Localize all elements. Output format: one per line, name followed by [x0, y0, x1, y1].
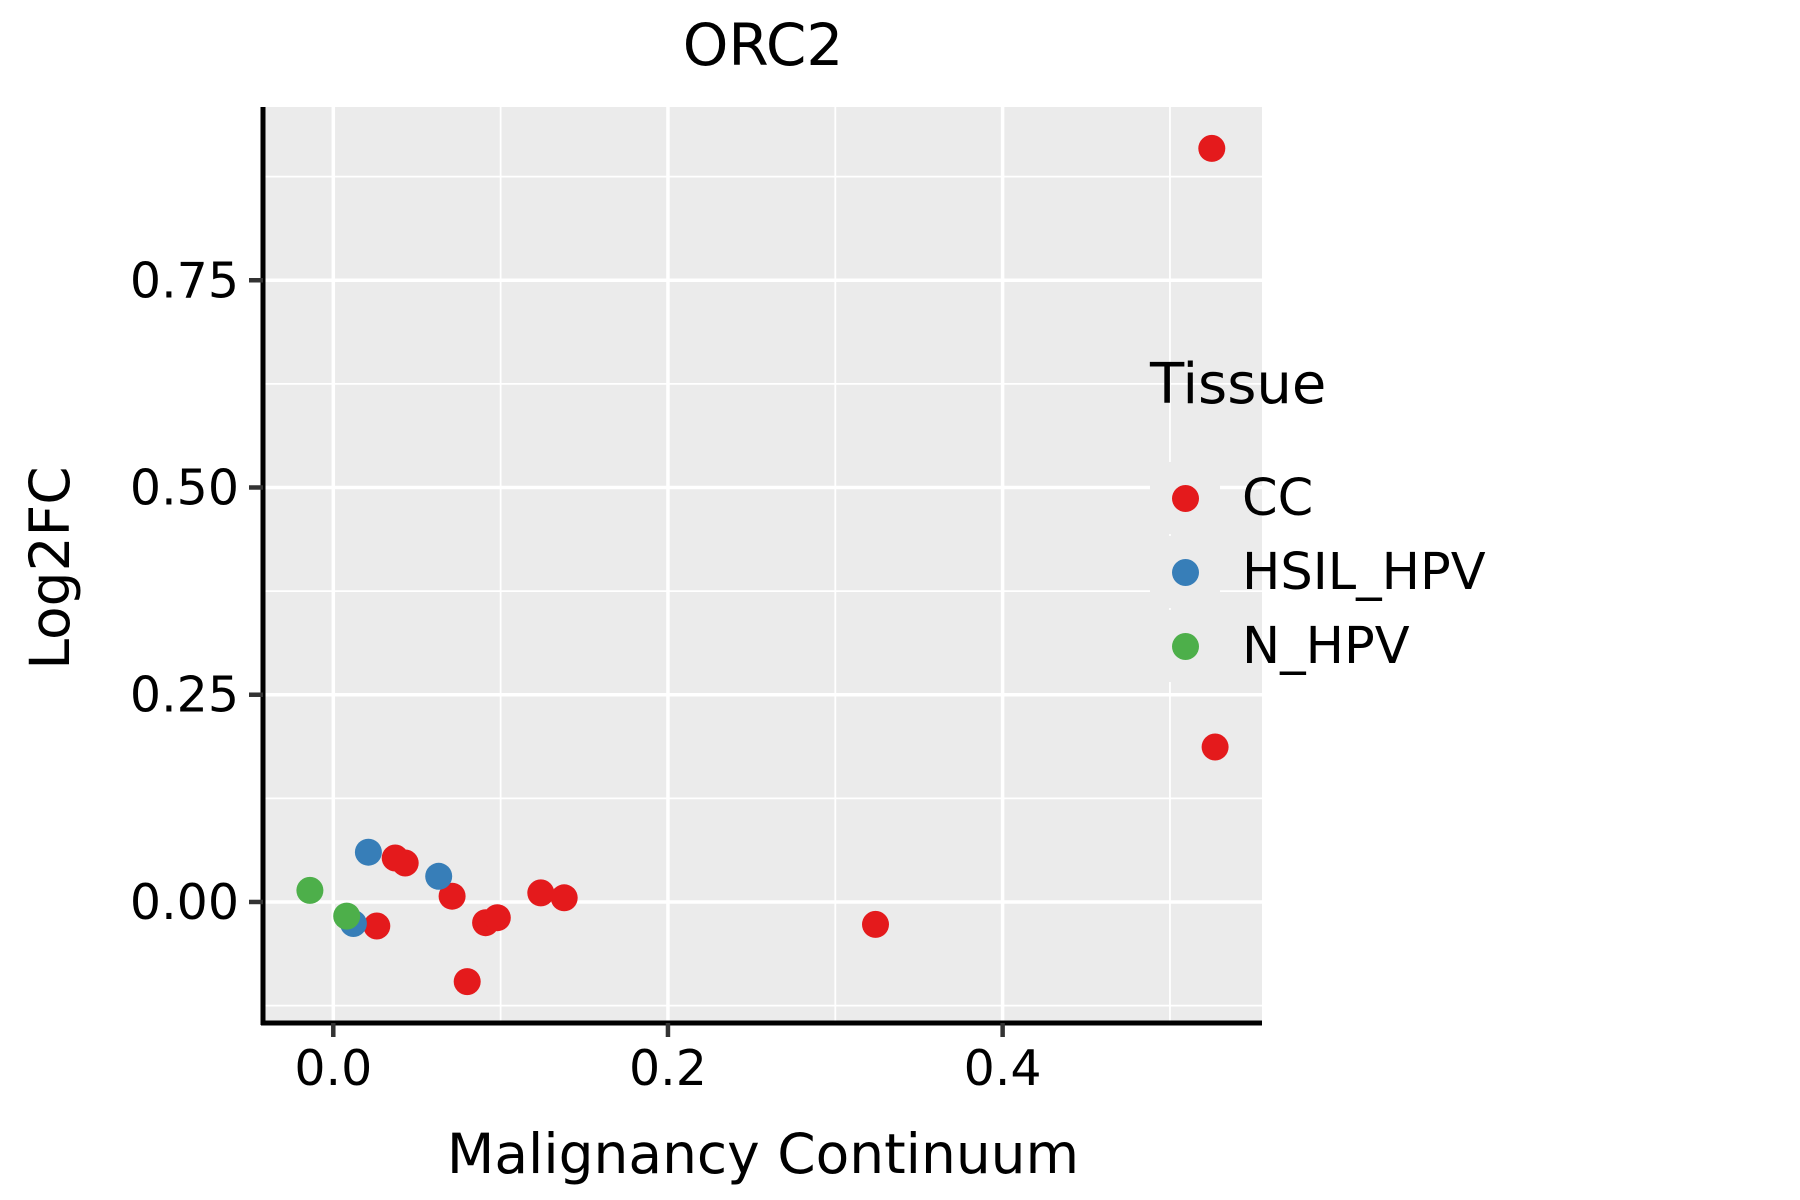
y-axis-label: Log2FC: [18, 466, 82, 670]
legend-key: [1150, 462, 1220, 534]
data-point-CC: [453, 968, 481, 996]
legend-key: [1150, 536, 1220, 608]
legend-dot-icon: [1171, 632, 1199, 660]
data-point-HSIL_HPV: [425, 862, 453, 890]
legend-item-HSIL_HPV: HSIL_HPV: [1150, 535, 1486, 609]
legend-items: CC HSIL_HPV N_HPV: [1150, 461, 1486, 683]
y-tick-label: 0.75: [130, 252, 239, 309]
legend: Tissue CC HSIL_HPV N_HPV: [1150, 352, 1486, 683]
data-point-CC: [483, 904, 511, 932]
x-tick-label: 0.0: [294, 1040, 372, 1097]
data-point-CC: [550, 884, 578, 912]
data-point-N_HPV: [333, 902, 361, 930]
y-tick-label: 0.00: [130, 874, 239, 931]
legend-label: N_HPV: [1242, 616, 1410, 676]
legend-label: CC: [1242, 468, 1314, 528]
legend-title: Tissue: [1150, 352, 1327, 417]
legend-key: [1150, 610, 1220, 682]
data-point-CC: [363, 912, 391, 940]
data-point-CC: [1201, 733, 1229, 761]
legend-dot-icon: [1171, 558, 1199, 586]
data-point-HSIL_HPV: [354, 838, 382, 866]
data-point-CC: [391, 849, 419, 877]
data-point-CC: [862, 910, 889, 938]
legend-dot-icon: [1171, 484, 1199, 512]
x-tick-label: 0.2: [629, 1040, 707, 1097]
data-point-CC: [438, 882, 466, 910]
x-axis-label: Malignancy Continuum: [446, 1122, 1080, 1186]
data-point-CC: [527, 879, 555, 907]
data-point-CC: [1198, 134, 1226, 162]
x-tick-label: 0.4: [964, 1040, 1042, 1097]
panel-background: [263, 107, 1262, 1023]
legend-item-CC: CC: [1150, 461, 1486, 535]
data-point-N_HPV: [296, 876, 324, 904]
legend-label: HSIL_HPV: [1242, 542, 1486, 602]
legend-item-N_HPV: N_HPV: [1150, 609, 1486, 683]
chart-title: ORC2: [682, 11, 844, 79]
y-tick-label: 0.50: [130, 459, 239, 516]
y-tick-label: 0.25: [130, 667, 239, 724]
